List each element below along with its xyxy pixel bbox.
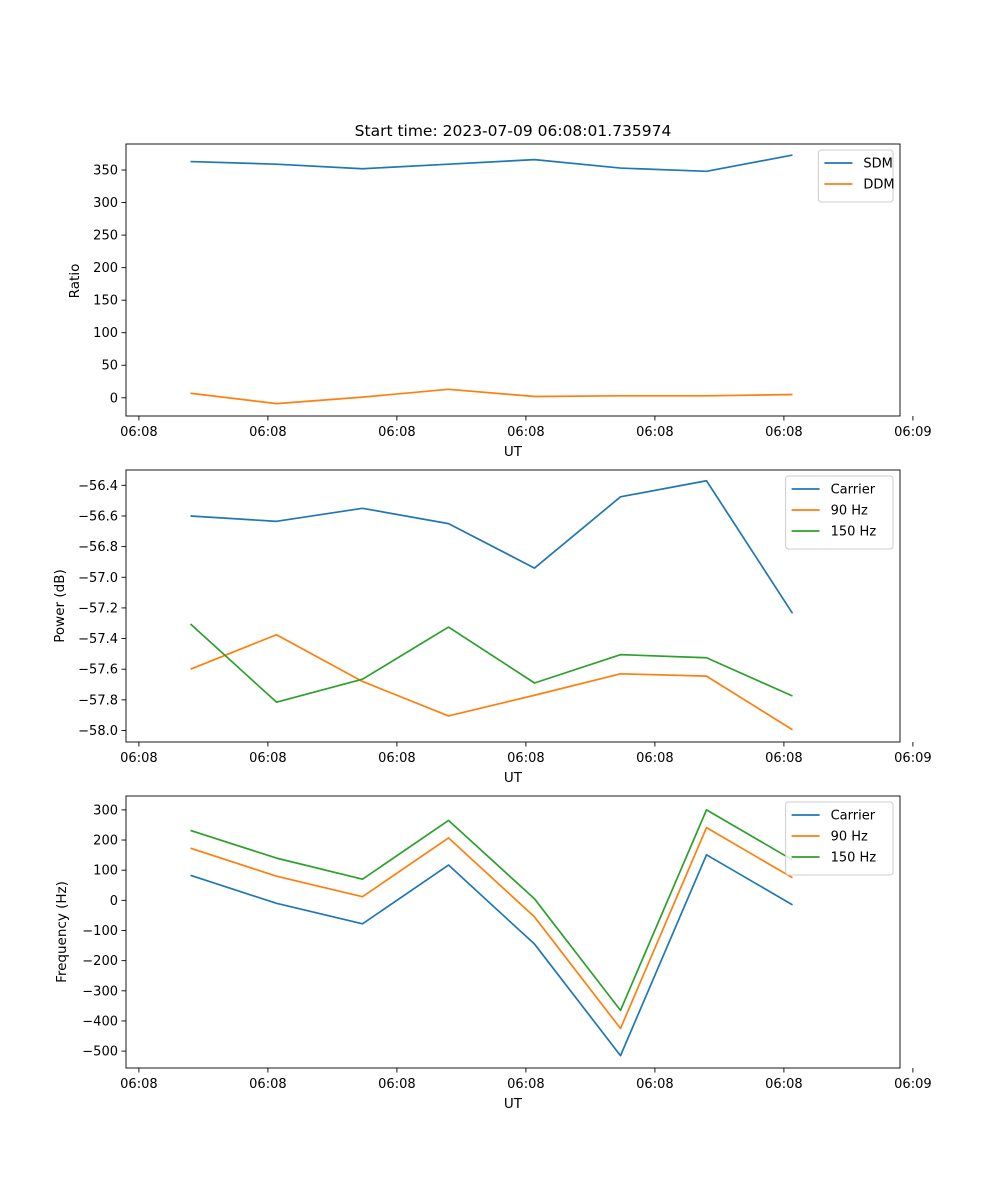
series-line-ddm (190, 388, 793, 405)
y-tick-label: 300 (93, 803, 118, 818)
x-tick-label: 06:08 (249, 1077, 286, 1092)
series-line-90-hz (190, 826, 793, 1030)
legend: Carrier 90 Hz 150 Hz (785, 475, 894, 550)
x-tick-label: 06:09 (894, 751, 931, 766)
x-tick-label: 06:08 (378, 751, 415, 766)
y-tick-label: −57.8 (78, 693, 118, 708)
y-tick-label: −57.0 (78, 571, 118, 586)
x-tick-label: 06:08 (120, 425, 157, 440)
x-axis-label: UT (504, 444, 523, 460)
x-tick-label: 06:08 (249, 751, 286, 766)
y-tick-label: −200 (82, 954, 118, 969)
x-tick-label: 06:08 (507, 425, 544, 440)
y-tick-label: 150 (93, 294, 118, 309)
legend-label-ddm: DDM (863, 178, 894, 193)
legend-label-150-hz: 150 Hz (831, 525, 877, 540)
x-tick-label: 06:08 (765, 1077, 802, 1092)
y-tick-label: −400 (82, 1014, 118, 1029)
y-tick-label: 200 (93, 834, 118, 849)
y-tick-label: 100 (93, 864, 118, 879)
y-axis-label: Frequency (Hz) (54, 881, 70, 983)
y-tick-label: −57.4 (78, 632, 118, 647)
chart-title: Start time: 2023-07-09 06:08:01.735974 (355, 122, 672, 140)
plot-frame (125, 469, 901, 743)
y-tick-label: −57.2 (78, 601, 118, 616)
x-tick-label: 06:08 (765, 751, 802, 766)
y-tick-label: 300 (93, 196, 118, 211)
x-tick-label: 06:08 (120, 751, 157, 766)
x-tick-label: 06:08 (765, 425, 802, 440)
y-axis-label: Power (dB) (52, 569, 68, 642)
x-tick-label: 06:08 (507, 1077, 544, 1092)
legend-label-carrier: Carrier (831, 483, 876, 498)
x-tick-label: 06:08 (378, 1077, 415, 1092)
series-line-carrier (190, 853, 793, 1057)
x-tick-label: 06:08 (636, 425, 673, 440)
y-tick-label: 200 (93, 261, 118, 276)
legend-label-sdm: SDM (863, 157, 892, 172)
legend-label-carrier: Carrier (831, 809, 876, 824)
legend-label-150-hz: 150 Hz (831, 851, 877, 866)
x-axis-label: UT (504, 1096, 523, 1112)
y-tick-label: −58.0 (78, 724, 118, 739)
subplot-frequency: Frequency (Hz) UT 06:08 06:08 06:08 06:08 06… (54, 795, 932, 1112)
x-axis-label: UT (504, 770, 523, 786)
series-line-90-hz (190, 633, 793, 731)
y-tick-label: −100 (82, 924, 118, 939)
y-tick-label: −56.4 (78, 479, 118, 494)
plot-frame (125, 143, 901, 417)
series-line-carrier (190, 479, 794, 614)
series-line-150-hz (189, 623, 793, 704)
y-tick-label: 0 (110, 391, 118, 406)
series-line-sdm (190, 154, 793, 173)
plot-frame (125, 795, 901, 1069)
y-tick-label: −57.6 (78, 663, 118, 678)
x-tick-label: 06:08 (507, 751, 544, 766)
series-line-150-hz (190, 809, 793, 1012)
x-tick-label: 06:08 (636, 751, 673, 766)
y-tick-label: −300 (82, 984, 118, 999)
legend: SDM DDM (817, 149, 895, 203)
y-tick-label: 0 (110, 894, 118, 909)
y-tick-label: 350 (93, 164, 118, 179)
x-tick-label: 06:08 (120, 1077, 157, 1092)
y-tick-label: −56.6 (78, 509, 118, 524)
x-tick-label: 06:09 (894, 425, 931, 440)
y-tick-label: −56.8 (78, 540, 118, 555)
legend: Carrier 90 Hz 150 Hz (785, 801, 894, 876)
legend-label-90-hz: 90 Hz (831, 830, 868, 845)
y-tick-label: 50 (101, 359, 118, 374)
y-tick-label: −500 (82, 1045, 118, 1060)
x-tick-label: 06:08 (378, 425, 415, 440)
legend-label-90-hz: 90 Hz (831, 504, 868, 519)
x-tick-label: 06:08 (249, 425, 286, 440)
y-axis-label: Ratio (67, 264, 83, 299)
y-tick-label: 100 (93, 326, 118, 341)
y-tick-label: 250 (93, 229, 118, 244)
subplot-power: Power (dB) UT 06:08 06:08 06:08 06:08 06:08 0… (52, 469, 932, 786)
subplot-ratio: Start time: 2023-07-09 06:08:01.735974 R… (67, 122, 932, 460)
x-tick-label: 06:09 (894, 1077, 931, 1092)
x-tick-label: 06:08 (636, 1077, 673, 1092)
